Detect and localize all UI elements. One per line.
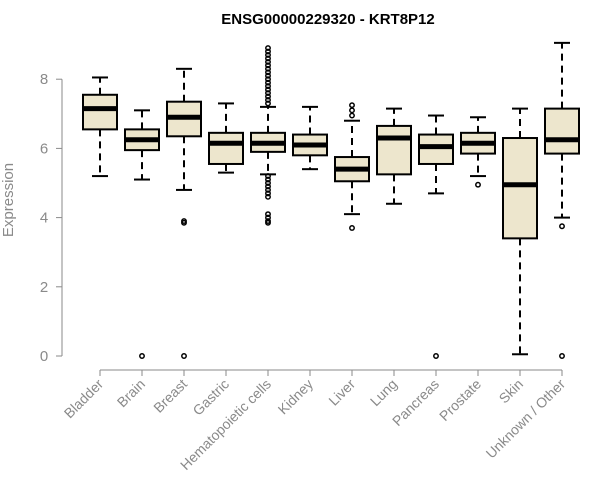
box-breast bbox=[166, 67, 202, 359]
box-iqr bbox=[82, 93, 118, 131]
outlier-point bbox=[181, 218, 187, 225]
y-tick-label: 0 bbox=[40, 348, 48, 365]
outlier-point bbox=[433, 353, 439, 359]
outlier-point bbox=[559, 223, 565, 230]
x-tick-label: Bladder bbox=[61, 376, 107, 422]
y-tick-label: 4 bbox=[40, 210, 48, 227]
y-axis-label: Expression bbox=[0, 163, 17, 237]
chart-title: ENSG00000229320 - KRT8P12 bbox=[221, 11, 434, 28]
outlier-point bbox=[265, 93, 271, 100]
outlier-point bbox=[265, 83, 271, 90]
box-iqr bbox=[502, 137, 538, 240]
box-hematopoietic-cells bbox=[250, 45, 286, 226]
x-tick-label: Unknown / Other bbox=[483, 376, 569, 462]
outlier-point bbox=[559, 353, 565, 359]
x-tick-label: Lung bbox=[367, 376, 400, 409]
outlier-point bbox=[265, 79, 271, 86]
box-iqr bbox=[208, 131, 244, 165]
outlier-point bbox=[265, 90, 271, 96]
box-pancreas bbox=[418, 114, 454, 359]
outlier-point bbox=[265, 65, 271, 72]
outlier-point bbox=[265, 211, 271, 218]
outlier-point bbox=[349, 102, 355, 109]
x-tick-label: Skin bbox=[496, 376, 527, 407]
box-brain bbox=[124, 109, 160, 359]
outlier-point bbox=[265, 176, 271, 183]
outlier-point bbox=[265, 97, 271, 103]
outlier-point bbox=[265, 45, 271, 52]
box-iqr bbox=[376, 124, 412, 176]
box-series bbox=[82, 41, 580, 359]
outlier-point bbox=[349, 107, 355, 114]
y-tick-label: 2 bbox=[40, 279, 48, 296]
y-tick-label: 8 bbox=[40, 71, 48, 88]
box-iqr bbox=[418, 133, 454, 165]
outlier-point bbox=[349, 112, 355, 119]
outlier-point bbox=[265, 69, 271, 76]
outlier-point bbox=[265, 180, 271, 186]
outlier-point bbox=[265, 62, 271, 69]
outlier-point bbox=[265, 86, 271, 93]
outlier-point bbox=[265, 183, 271, 190]
x-tick-label: Prostate bbox=[436, 376, 484, 424]
y-tick-label: 6 bbox=[40, 140, 48, 157]
x-tick-label: Pancreas bbox=[389, 376, 442, 429]
box-liver bbox=[334, 102, 370, 231]
box-prostate bbox=[460, 116, 496, 188]
box-lung bbox=[376, 107, 412, 205]
box-skin bbox=[502, 107, 538, 356]
outlier-point bbox=[265, 173, 271, 180]
outlier-point bbox=[265, 55, 271, 62]
box-unknown-other bbox=[544, 41, 580, 359]
outlier-point bbox=[265, 100, 271, 107]
outlier-point bbox=[475, 181, 481, 188]
outlier-point bbox=[265, 214, 271, 221]
x-tick-label: Liver bbox=[325, 376, 358, 409]
y-axis: 0 2 4 6 8 bbox=[40, 71, 63, 365]
outlier-point bbox=[265, 58, 271, 65]
outlier-point bbox=[265, 193, 271, 200]
outlier-point bbox=[181, 353, 187, 359]
outlier-point bbox=[265, 76, 271, 83]
x-tick-label: Brain bbox=[114, 376, 148, 410]
outlier-point bbox=[265, 48, 271, 55]
box-bladder bbox=[82, 76, 118, 178]
outlier-point bbox=[265, 52, 271, 58]
outlier-point bbox=[139, 353, 145, 359]
outlier-point bbox=[265, 72, 271, 79]
outlier-point bbox=[265, 190, 271, 197]
x-tick-label: Kidney bbox=[275, 376, 317, 418]
x-tick-label: Breast bbox=[150, 376, 190, 416]
box-gastric bbox=[208, 102, 244, 174]
box-kidney bbox=[292, 105, 328, 171]
outlier-point bbox=[265, 186, 271, 193]
outlier-point bbox=[349, 225, 355, 231]
box-iqr bbox=[544, 107, 580, 155]
outlier-point bbox=[265, 219, 271, 226]
